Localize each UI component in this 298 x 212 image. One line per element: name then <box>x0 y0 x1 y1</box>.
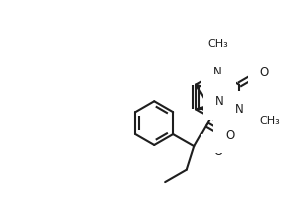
Text: O: O <box>225 128 234 142</box>
Text: O: O <box>260 66 269 79</box>
Text: N: N <box>215 95 224 108</box>
Text: O: O <box>213 145 222 159</box>
Text: N: N <box>213 66 222 79</box>
Text: N: N <box>235 103 243 116</box>
Text: CH₃: CH₃ <box>207 39 228 49</box>
Text: N: N <box>215 86 224 99</box>
Text: CH₃: CH₃ <box>260 116 280 126</box>
